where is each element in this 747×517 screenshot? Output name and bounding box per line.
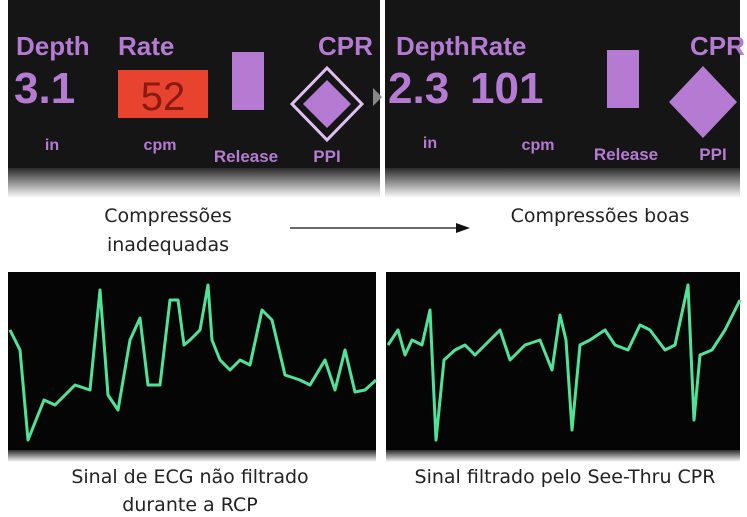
depth-unit: in	[423, 135, 437, 152]
rate-label: Rate	[470, 31, 526, 61]
depth-label: Depth	[16, 31, 90, 61]
ppi-label: PPI	[313, 147, 340, 166]
release-label: Release	[594, 145, 658, 164]
rate-value: 52	[141, 75, 186, 119]
caption: inadequadas	[107, 234, 229, 256]
ecg-panel	[8, 272, 376, 450]
depth-label: Depth	[396, 31, 470, 61]
caption: Sinal filtrado pelo See-Thru CPR	[415, 466, 716, 488]
rate-value: 101	[470, 64, 543, 113]
screenshot: Depth 3.1 in Rate 52 cpm Release CPR PPI…	[0, 0, 747, 517]
reflection	[385, 168, 740, 198]
depth-value: 2.3	[388, 64, 449, 113]
release-bar	[607, 50, 639, 108]
rate-unit: cpm	[144, 137, 177, 154]
cpr-label: CPR	[318, 31, 373, 61]
reflection	[8, 450, 376, 462]
release-bar	[232, 52, 264, 110]
rate-unit: cpm	[522, 137, 555, 154]
depth-unit: in	[45, 137, 59, 154]
depth-value: 3.1	[14, 64, 75, 113]
reflection	[386, 450, 740, 462]
release-label: Release	[214, 147, 278, 166]
caption: Compressões boas	[511, 205, 690, 227]
caption: Compressões	[104, 205, 232, 227]
rate-label: Rate	[118, 31, 174, 61]
cpr-label: CPR	[690, 31, 745, 61]
caption: durante a RCP	[122, 494, 257, 516]
reflection	[8, 168, 380, 198]
caption: Sinal de ECG não filtrado	[71, 466, 308, 488]
page: Depth 3.1 in Rate 52 cpm Release CPR PPI…	[0, 0, 747, 517]
arrow-head	[456, 223, 470, 233]
ppi-label: PPI	[699, 145, 726, 164]
